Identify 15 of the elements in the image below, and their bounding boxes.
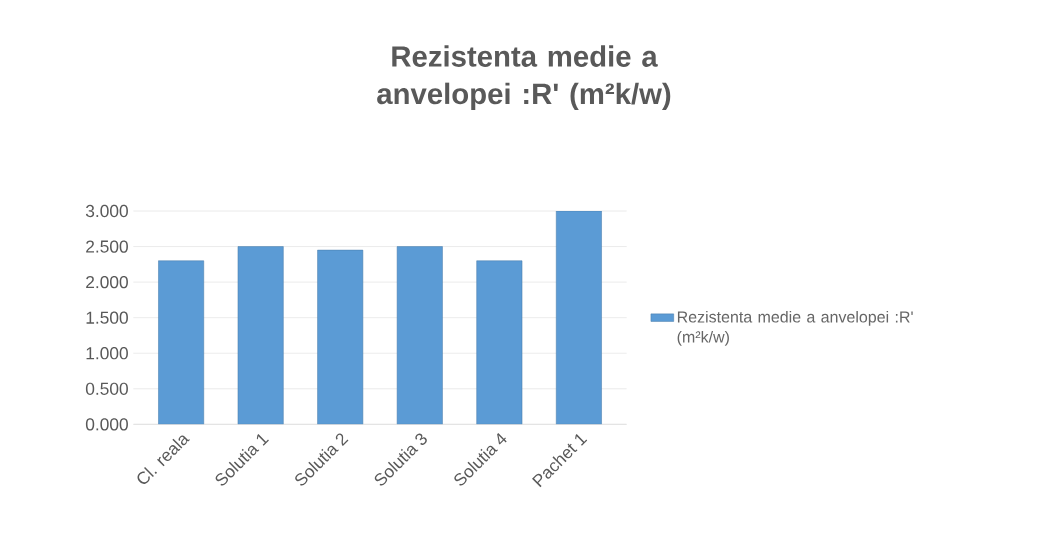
bar	[476, 260, 523, 425]
y-tick-label: 1.500	[86, 311, 128, 324]
y-tick-label: 0.000	[85, 418, 128, 431]
y-tick-label: 3.000	[85, 204, 128, 218]
y-tick-label: 2.000	[86, 275, 128, 289]
chart-title: Rezistenta medie a anvelopei :R' (m²k/w)	[377, 45, 671, 110]
y-tick-label: 2.500	[86, 240, 128, 253]
y-tick-label: 0.500	[85, 382, 128, 395]
bar	[158, 260, 205, 425]
bar	[317, 249, 364, 425]
bar	[396, 246, 443, 425]
bar	[555, 211, 602, 425]
bar	[237, 246, 284, 425]
legend-label: Rezistenta medie a anvelopei :R' (m²k/w)	[677, 310, 913, 346]
y-tick-label: 1.000	[86, 347, 128, 360]
